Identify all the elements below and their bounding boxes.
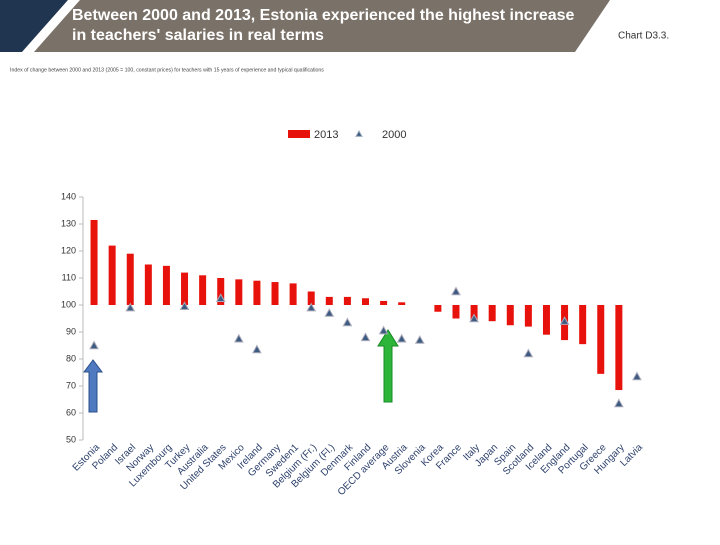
marker xyxy=(179,301,190,311)
marker xyxy=(469,313,479,323)
marker xyxy=(396,333,407,343)
bar xyxy=(108,245,116,305)
y-tick-label: 70 xyxy=(66,380,76,390)
bar xyxy=(506,305,514,326)
legend-swatch xyxy=(355,129,363,137)
bar xyxy=(126,253,134,305)
marker xyxy=(125,302,136,312)
y-tick-label: 50 xyxy=(66,434,76,444)
bar xyxy=(542,305,550,335)
bar xyxy=(307,291,315,305)
marker xyxy=(614,398,624,408)
bar xyxy=(181,272,189,305)
bar xyxy=(199,275,207,305)
marker xyxy=(233,333,244,343)
bar xyxy=(235,279,243,305)
bar xyxy=(615,305,623,391)
y-tick-label: 130 xyxy=(61,218,76,228)
marker xyxy=(306,302,317,312)
banner-accent xyxy=(0,0,68,52)
bar xyxy=(253,280,261,305)
y-tick-label: 110 xyxy=(62,272,76,282)
bar xyxy=(144,264,152,305)
subtitle: Index of change between 2000 and 2013 (2… xyxy=(10,67,324,73)
bar xyxy=(90,219,98,305)
bar xyxy=(343,296,351,305)
bar xyxy=(579,305,587,345)
marker xyxy=(451,286,461,296)
bar xyxy=(217,278,225,305)
bar xyxy=(289,283,297,305)
bar xyxy=(524,305,532,327)
bar xyxy=(325,296,333,305)
chart-title: Between 2000 and 2013, Estonia experienc… xyxy=(72,7,575,24)
legend-label: 2013 xyxy=(314,129,338,141)
y-tick-label: 120 xyxy=(61,245,76,255)
marker xyxy=(342,317,353,327)
title-banner xyxy=(0,0,610,52)
y-tick-label: 90 xyxy=(66,326,76,336)
banner-cut xyxy=(22,0,80,52)
marker xyxy=(414,335,425,344)
blue-arrow xyxy=(83,359,103,413)
bar xyxy=(488,305,496,322)
marker xyxy=(632,371,642,381)
marker xyxy=(360,332,371,342)
bar xyxy=(362,298,369,305)
marker xyxy=(215,293,226,302)
marker xyxy=(523,348,534,358)
marker xyxy=(89,340,99,350)
marker xyxy=(378,325,389,335)
marker xyxy=(252,344,262,354)
chart-title: in teachers' salaries in real terms xyxy=(72,27,324,44)
green-arrow xyxy=(377,329,399,403)
y-tick-label: 140 xyxy=(61,191,76,201)
bar xyxy=(597,305,605,374)
bar xyxy=(380,300,388,305)
bar xyxy=(398,302,406,305)
y-tick-label: 100 xyxy=(61,299,76,309)
bar xyxy=(271,282,279,305)
y-tick-label: 80 xyxy=(66,353,76,363)
marker xyxy=(559,316,570,325)
bar xyxy=(452,305,460,319)
bar xyxy=(162,265,170,305)
y-tick-label: 60 xyxy=(66,407,76,417)
legend-label: 2000 xyxy=(382,129,406,141)
marker xyxy=(324,308,335,317)
chart-label: Chart D3.3. xyxy=(618,31,669,42)
legend-swatch xyxy=(288,130,310,138)
bar xyxy=(470,305,478,322)
bar xyxy=(434,305,442,312)
